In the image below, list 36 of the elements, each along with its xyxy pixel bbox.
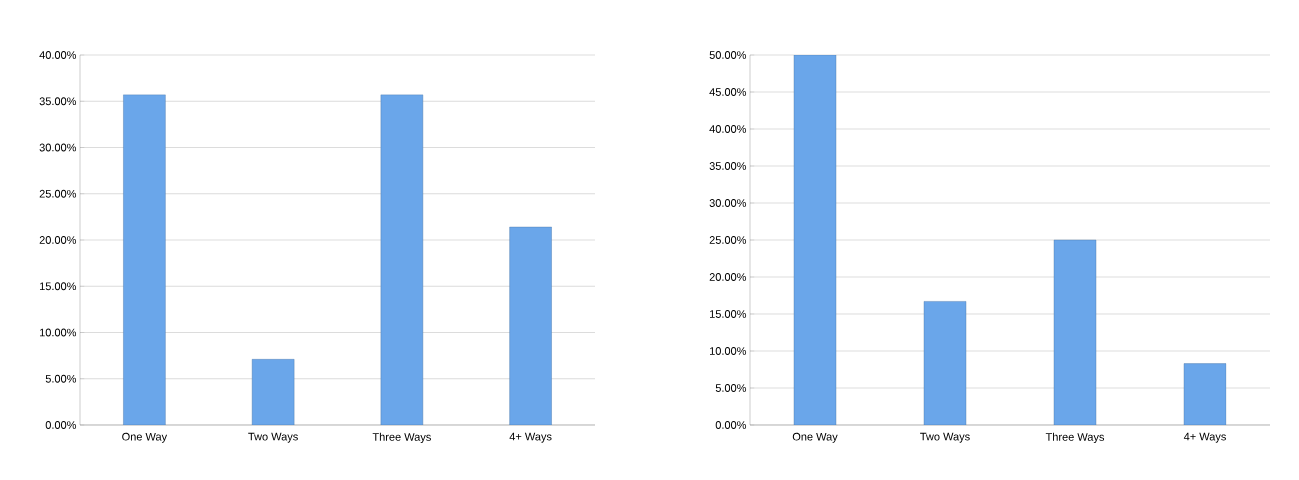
- y-tick-label: 25.00%: [39, 189, 77, 198]
- y-tick-label: 45.00%: [709, 88, 747, 96]
- y-tick-label: 40.00%: [39, 51, 77, 59]
- bar: [1183, 363, 1227, 425]
- x-tick-label: Two Ways: [920, 432, 970, 443]
- y-tick-label: 25.00%: [709, 236, 747, 244]
- bar: [923, 301, 967, 425]
- bar: [251, 359, 295, 425]
- bar: [509, 226, 552, 425]
- x-tick-label: Two Ways: [248, 432, 298, 443]
- y-tick-label: 15.00%: [39, 282, 77, 291]
- y-tick-label: 30.00%: [709, 199, 747, 207]
- y-tick-label: 0.00%: [45, 421, 77, 429]
- y-tick-label: 15.00%: [710, 310, 747, 318]
- x-tick-label: 4+ Ways: [509, 432, 552, 443]
- y-tick-label: 10.00%: [39, 328, 77, 337]
- y-tick-label: 40.00%: [709, 125, 747, 133]
- y-tick-label: 0.00%: [715, 421, 747, 429]
- y-tick-label: 35.00%: [709, 162, 747, 170]
- y-tick-label: 10.00%: [710, 347, 747, 355]
- y-tick-label: 30.00%: [39, 143, 77, 152]
- x-tick-label: One Way: [792, 432, 838, 443]
- y-tick-label: 20.00%: [709, 273, 747, 281]
- x-tick-label: 4+ Ways: [1183, 432, 1226, 443]
- bar: [123, 94, 166, 425]
- y-tick-label: 5.00%: [45, 374, 77, 383]
- bar: [793, 55, 837, 425]
- y-tick-label: 50.00%: [709, 51, 747, 59]
- y-tick-label: 20.00%: [39, 236, 77, 244]
- x-tick-label: Three Ways: [372, 432, 431, 444]
- x-tick-label: One Way: [122, 432, 168, 443]
- bar: [1053, 239, 1097, 425]
- bar: [380, 94, 424, 425]
- x-tick-label: Three Ways: [1045, 432, 1105, 444]
- y-tick-label: 35.00%: [39, 97, 77, 106]
- y-tick-label: 5.00%: [715, 384, 747, 392]
